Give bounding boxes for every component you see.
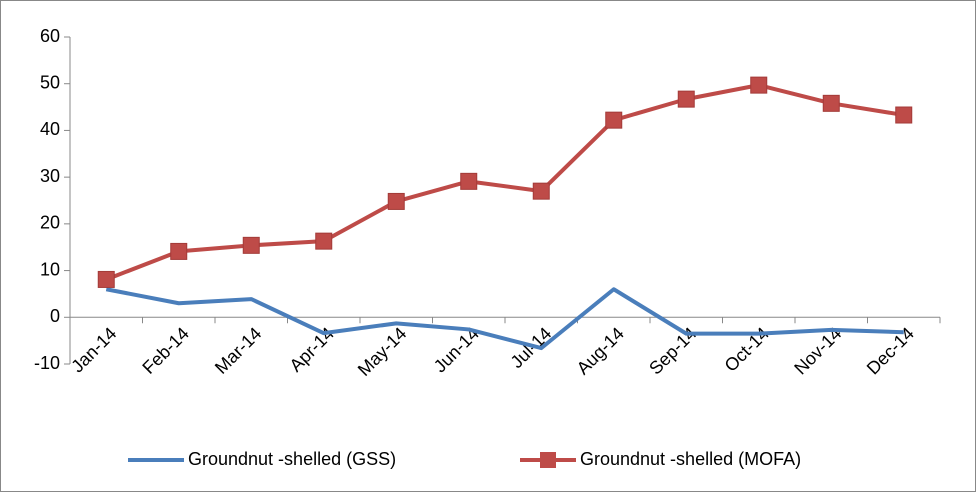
series-marker	[460, 172, 478, 190]
series-marker	[532, 182, 550, 200]
series-marker	[170, 242, 188, 260]
series-marker	[387, 192, 405, 210]
series-marker	[895, 106, 913, 124]
series-marker	[750, 76, 768, 94]
series-marker	[677, 90, 695, 108]
y-tick-label: 0	[50, 306, 60, 326]
y-tick-label: 10	[40, 259, 60, 279]
y-tick-label: 60	[40, 26, 60, 46]
series-marker	[315, 232, 333, 250]
y-tick-label: 30	[40, 166, 60, 186]
series-marker	[97, 270, 115, 288]
series-marker	[242, 236, 260, 254]
y-tick-label: -10	[34, 353, 60, 373]
series-line	[105, 83, 905, 282]
y-tick-label: 40	[40, 119, 60, 139]
legend-label: Groundnut -shelled (GSS)	[188, 449, 396, 469]
y-tick-label: 50	[40, 72, 60, 92]
series-marker	[605, 111, 623, 129]
y-tick-label: 20	[40, 213, 60, 233]
legend-marker	[540, 452, 556, 468]
legend-label: Groundnut -shelled (MOFA)	[580, 449, 801, 469]
series-line	[105, 287, 904, 351]
series-marker	[822, 94, 840, 112]
